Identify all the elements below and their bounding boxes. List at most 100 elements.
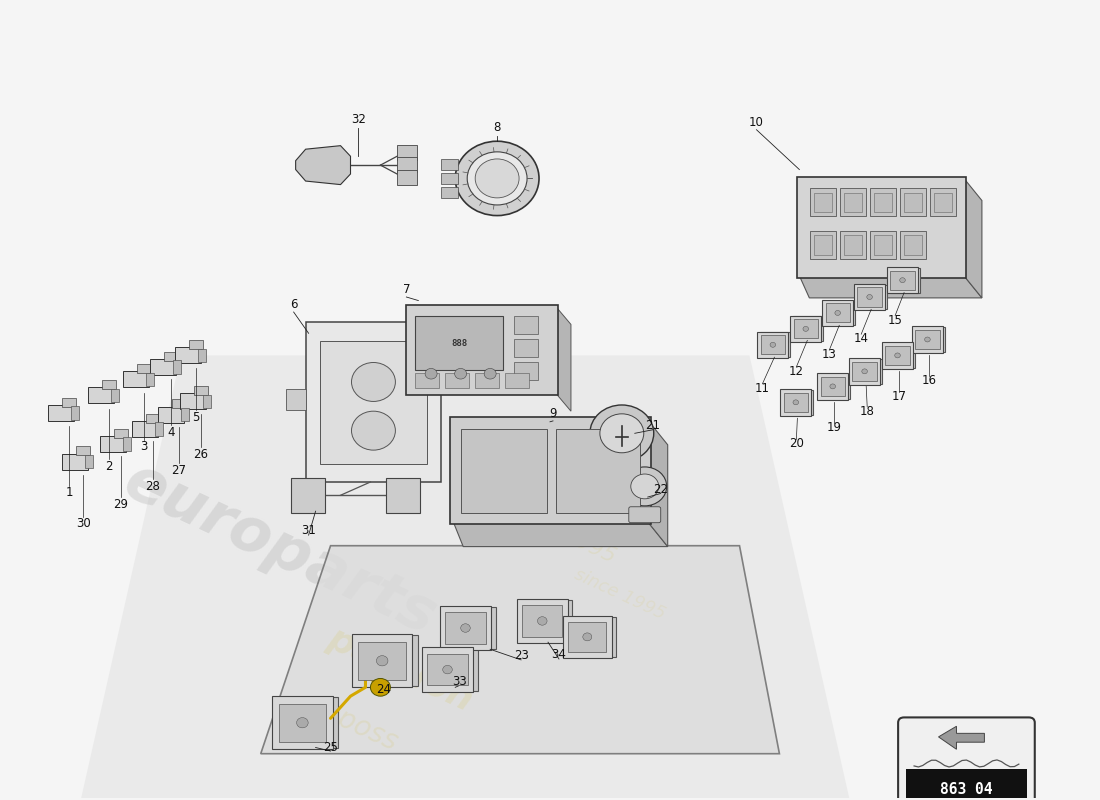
Text: 27: 27 <box>172 464 186 477</box>
Polygon shape <box>444 606 496 650</box>
Circle shape <box>538 617 547 625</box>
FancyBboxPatch shape <box>904 193 922 212</box>
Bar <box>906 769 1026 800</box>
Circle shape <box>484 369 496 379</box>
Text: 14: 14 <box>854 332 869 345</box>
Polygon shape <box>356 635 418 686</box>
FancyBboxPatch shape <box>290 478 324 513</box>
Text: 6: 6 <box>290 298 297 311</box>
FancyBboxPatch shape <box>874 235 892 254</box>
Polygon shape <box>800 276 982 298</box>
FancyBboxPatch shape <box>158 406 184 422</box>
Circle shape <box>900 278 905 282</box>
FancyBboxPatch shape <box>175 347 201 363</box>
FancyBboxPatch shape <box>563 616 612 658</box>
FancyBboxPatch shape <box>194 386 208 395</box>
FancyBboxPatch shape <box>359 642 406 680</box>
FancyBboxPatch shape <box>461 429 547 513</box>
FancyBboxPatch shape <box>320 342 427 464</box>
Polygon shape <box>426 648 477 691</box>
Text: 7: 7 <box>403 283 410 297</box>
FancyBboxPatch shape <box>874 193 892 212</box>
Circle shape <box>352 362 395 402</box>
Text: 26: 26 <box>194 448 208 461</box>
Circle shape <box>454 369 466 379</box>
FancyBboxPatch shape <box>840 230 866 259</box>
Text: 29: 29 <box>113 498 129 510</box>
Circle shape <box>425 369 437 379</box>
Text: 17: 17 <box>892 390 906 402</box>
FancyBboxPatch shape <box>202 395 211 408</box>
Text: 32: 32 <box>351 113 366 126</box>
Text: 13: 13 <box>822 348 837 361</box>
FancyBboxPatch shape <box>397 145 417 160</box>
FancyBboxPatch shape <box>783 393 807 412</box>
FancyBboxPatch shape <box>915 330 939 349</box>
FancyBboxPatch shape <box>450 418 651 525</box>
Circle shape <box>835 310 840 315</box>
FancyBboxPatch shape <box>934 193 952 212</box>
FancyBboxPatch shape <box>556 429 640 513</box>
FancyBboxPatch shape <box>173 360 180 374</box>
FancyBboxPatch shape <box>814 235 833 254</box>
Polygon shape <box>648 420 668 546</box>
FancyBboxPatch shape <box>114 429 128 438</box>
Circle shape <box>352 411 395 450</box>
FancyBboxPatch shape <box>898 718 1035 800</box>
Text: 10: 10 <box>749 116 763 129</box>
FancyBboxPatch shape <box>761 335 785 354</box>
Circle shape <box>297 718 308 728</box>
FancyBboxPatch shape <box>514 339 538 357</box>
Text: aposs: aposs <box>318 698 403 757</box>
Circle shape <box>623 467 667 506</box>
Circle shape <box>867 294 872 299</box>
FancyBboxPatch shape <box>852 362 877 381</box>
FancyBboxPatch shape <box>505 373 529 388</box>
Circle shape <box>894 353 900 358</box>
Text: 33: 33 <box>452 674 466 688</box>
FancyBboxPatch shape <box>900 230 926 259</box>
Circle shape <box>925 337 931 342</box>
Polygon shape <box>852 359 882 384</box>
FancyBboxPatch shape <box>793 319 818 338</box>
Polygon shape <box>964 178 982 298</box>
Polygon shape <box>261 546 780 754</box>
FancyBboxPatch shape <box>870 230 896 259</box>
FancyBboxPatch shape <box>63 454 88 470</box>
Text: 30: 30 <box>76 517 90 530</box>
FancyBboxPatch shape <box>88 387 114 403</box>
FancyBboxPatch shape <box>272 696 332 750</box>
Text: 5: 5 <box>192 411 199 424</box>
Circle shape <box>600 414 643 453</box>
Text: 24: 24 <box>376 682 390 695</box>
FancyBboxPatch shape <box>849 358 880 385</box>
FancyBboxPatch shape <box>100 436 126 452</box>
Text: 9: 9 <box>549 407 557 420</box>
FancyBboxPatch shape <box>514 317 538 334</box>
Polygon shape <box>825 301 855 326</box>
FancyBboxPatch shape <box>198 349 206 362</box>
FancyBboxPatch shape <box>352 634 412 687</box>
FancyBboxPatch shape <box>397 157 417 172</box>
FancyBboxPatch shape <box>180 394 206 410</box>
Circle shape <box>442 666 452 674</box>
Polygon shape <box>793 317 823 342</box>
Circle shape <box>455 142 539 215</box>
Text: 25: 25 <box>323 741 338 754</box>
Text: 1: 1 <box>66 486 73 499</box>
Circle shape <box>461 624 471 632</box>
Circle shape <box>590 405 653 462</box>
FancyBboxPatch shape <box>132 421 158 437</box>
Circle shape <box>803 326 808 331</box>
Circle shape <box>475 159 519 198</box>
FancyBboxPatch shape <box>887 267 917 294</box>
FancyBboxPatch shape <box>85 455 94 468</box>
FancyBboxPatch shape <box>912 326 943 353</box>
Polygon shape <box>760 333 791 357</box>
FancyBboxPatch shape <box>421 647 473 692</box>
Polygon shape <box>821 374 850 398</box>
FancyBboxPatch shape <box>845 235 862 254</box>
Text: 16: 16 <box>922 374 936 386</box>
FancyBboxPatch shape <box>900 188 926 217</box>
FancyBboxPatch shape <box>138 364 151 373</box>
